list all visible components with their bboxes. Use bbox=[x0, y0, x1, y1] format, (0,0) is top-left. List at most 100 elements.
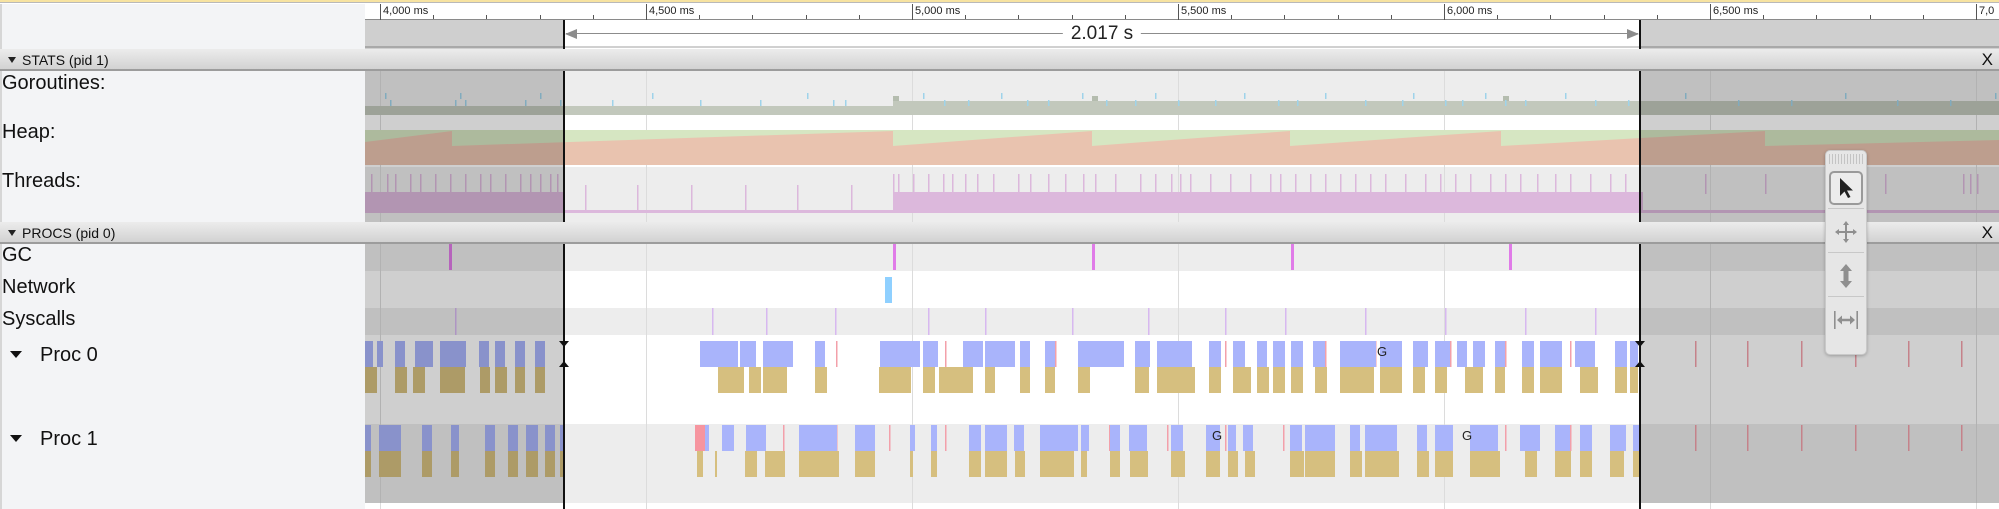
thread-tick bbox=[395, 174, 397, 194]
pink-event-marker bbox=[945, 425, 947, 451]
pointer-arrow-icon bbox=[1840, 177, 1853, 198]
ruler-minor-tick bbox=[699, 15, 700, 19]
proc-0-syscall-slice bbox=[939, 367, 973, 393]
proc-0-syscall-slice bbox=[1315, 367, 1327, 393]
pink-event-marker bbox=[1055, 341, 1057, 367]
syscall-event bbox=[928, 308, 930, 335]
goroutines-band bbox=[893, 101, 1999, 115]
pan-tool-button[interactable] bbox=[1828, 211, 1864, 253]
procs-group-header[interactable]: PROCS (pid 0) X bbox=[0, 222, 1999, 244]
proc-0-syscall-slice bbox=[815, 367, 827, 393]
ruler-minor-tick bbox=[1072, 15, 1073, 19]
thread-tick bbox=[1340, 174, 1342, 194]
stats-group-header[interactable]: STATS (pid 1) X bbox=[0, 49, 1999, 71]
thread-tick bbox=[1570, 174, 1572, 194]
proc-0-running-slice bbox=[1209, 341, 1221, 367]
select-tool-button[interactable] bbox=[1828, 167, 1864, 209]
syscall-event bbox=[985, 308, 987, 335]
proc-0-running-slice bbox=[1273, 341, 1285, 367]
thread-tick bbox=[1977, 174, 1979, 194]
proc-1-running-slice bbox=[746, 425, 766, 451]
goroutine-tick bbox=[1995, 93, 1997, 99]
selection-duration-bar[interactable]: 2.017 s bbox=[365, 21, 1999, 48]
proc-0-running-slice bbox=[1135, 341, 1150, 367]
ruler-major-tick bbox=[1444, 4, 1445, 20]
proc-0-syscall-slice bbox=[1340, 367, 1374, 393]
timeline-tracks[interactable]: G G G bbox=[365, 0, 1999, 509]
proc-0-running-slice bbox=[1522, 341, 1534, 367]
timing-tool-button[interactable] bbox=[1828, 299, 1864, 341]
stats-group-title[interactable]: STATS (pid 1) bbox=[8, 52, 109, 68]
pink-event-marker bbox=[1747, 341, 1749, 367]
goroutine-tick bbox=[1950, 100, 1952, 106]
ruler-minor-tick bbox=[540, 15, 541, 19]
close-stats-group-button[interactable]: X bbox=[1981, 50, 1993, 69]
goroutines-bump bbox=[893, 96, 899, 101]
proc-1-label[interactable]: Proc 1 bbox=[10, 428, 98, 451]
collapse-triangle-icon[interactable] bbox=[8, 57, 16, 63]
proc-0-syscall-slice bbox=[718, 367, 744, 393]
goroutine-tick bbox=[1048, 100, 1050, 106]
thread-tick bbox=[1171, 174, 1173, 194]
proc-1-syscall-slice bbox=[379, 451, 401, 477]
collapse-triangle-icon[interactable] bbox=[10, 435, 22, 442]
close-procs-group-button[interactable]: X bbox=[1981, 223, 1993, 242]
goroutine-tick bbox=[1215, 100, 1217, 106]
thread-tick bbox=[520, 174, 522, 194]
ruler-tick-label: 5,000 ms bbox=[915, 5, 961, 17]
thread-tick bbox=[1520, 174, 1522, 194]
mouse-mode-toolbar[interactable] bbox=[1825, 150, 1867, 355]
proc-1-running-slice bbox=[1610, 425, 1626, 451]
thread-tick bbox=[420, 174, 422, 194]
proc-0-syscall-slice bbox=[1495, 367, 1505, 393]
track-footer bbox=[365, 503, 1999, 509]
goroutine-tick bbox=[652, 93, 654, 99]
collapse-triangle-icon[interactable] bbox=[8, 230, 16, 236]
proc-0-running-slice bbox=[495, 341, 505, 367]
collapse-triangle-icon[interactable] bbox=[10, 351, 22, 358]
proc-0-label[interactable]: Proc 0 bbox=[10, 344, 98, 367]
proc-0-running-slice bbox=[1045, 341, 1055, 367]
proc-1-running-slice bbox=[1110, 425, 1120, 451]
proc-0-running-slice bbox=[1257, 341, 1267, 367]
toolbar-drag-handle[interactable] bbox=[1829, 154, 1863, 164]
procs-group-title[interactable]: PROCS (pid 0) bbox=[8, 225, 115, 241]
gc-row-label: GC bbox=[2, 244, 32, 266]
proc-1-running-slice bbox=[1305, 425, 1335, 451]
thread-tick bbox=[745, 185, 747, 211]
proc-0-running-slice bbox=[515, 341, 525, 367]
proc-1-syscall-slice bbox=[1206, 451, 1220, 477]
proc-1-running-slice bbox=[1470, 425, 1498, 451]
network-event bbox=[885, 277, 892, 303]
time-ruler[interactable]: 4,000 ms 4,500 ms 5,000 ms 5,500 ms 6,000 ms… bbox=[365, 4, 1999, 20]
pink-event-marker bbox=[1961, 425, 1963, 451]
proc-0-running-slice bbox=[1630, 341, 1638, 367]
zoom-tool-button[interactable] bbox=[1828, 255, 1864, 297]
goroutine-tick bbox=[1525, 100, 1527, 106]
selection-handle-icon[interactable] bbox=[1635, 341, 1645, 347]
selection-handle-icon[interactable] bbox=[559, 361, 569, 367]
ruler-tick-label: 6,000 ms bbox=[1447, 5, 1493, 17]
proc-0-syscall-slice bbox=[1233, 367, 1251, 393]
thread-tick bbox=[1295, 174, 1297, 194]
selection-handle-icon[interactable] bbox=[1635, 361, 1645, 367]
goroutine-tick bbox=[460, 93, 462, 99]
ruler-minor-tick bbox=[1550, 15, 1551, 19]
selection-handle-icon[interactable] bbox=[559, 341, 569, 347]
heap-alloc-area bbox=[893, 131, 1092, 165]
syscall-event bbox=[1285, 308, 1287, 335]
proc-0-syscall-slice bbox=[879, 367, 911, 393]
proc-1-syscall-slice bbox=[545, 451, 555, 477]
thread-tick bbox=[637, 185, 639, 211]
proc-0-syscall-slice bbox=[495, 367, 507, 393]
proc-0-syscall-slice bbox=[1435, 367, 1447, 393]
proc-0-syscall-slice bbox=[1209, 367, 1221, 393]
proc-0-syscall-slice bbox=[1522, 367, 1534, 393]
pink-event-marker bbox=[783, 425, 785, 451]
proc-0-running-slice bbox=[815, 341, 825, 367]
proc-0-running-slice bbox=[1495, 341, 1505, 367]
pink-event-marker bbox=[1801, 341, 1803, 367]
thread-tick bbox=[1280, 174, 1282, 194]
top-highlight-strip bbox=[0, 0, 1999, 3]
ruler-tick-label: 6,500 ms bbox=[1713, 5, 1759, 17]
